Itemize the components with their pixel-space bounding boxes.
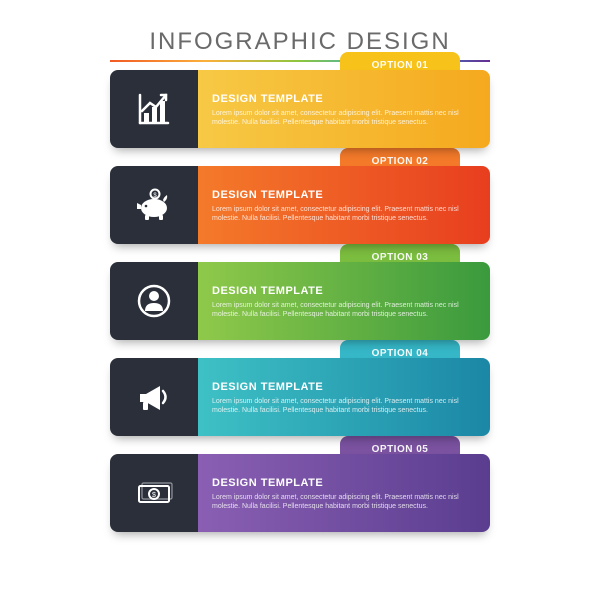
row-heading-1: DESIGN TEMPLATE bbox=[212, 93, 476, 105]
row-content-4: DESIGN TEMPLATE Lorem ipsum dolor sit ame… bbox=[198, 358, 490, 436]
row-content-5: DESIGN TEMPLATE Lorem ipsum dolor sit ame… bbox=[198, 454, 490, 532]
svg-text:$: $ bbox=[152, 492, 156, 499]
row-body-text-3: Lorem ipsum dolor sit amet, consectetur … bbox=[212, 301, 476, 320]
row-2: OPTION 02$DESIGN TEMPLATELorem ipsum dol… bbox=[110, 166, 490, 244]
row-3: OPTION 03DESIGN TEMPLATELorem ipsum dolo… bbox=[110, 262, 490, 340]
row-body-4: DESIGN TEMPLATE Lorem ipsum dolor sit ame… bbox=[110, 358, 490, 436]
megaphone-icon bbox=[110, 358, 198, 436]
person-circle-icon bbox=[110, 262, 198, 340]
row-body-5: $ DESIGN TEMPLATE Lorem ipsum dolor sit am… bbox=[110, 454, 490, 532]
row-body-text-5: Lorem ipsum dolor sit amet, consectetur … bbox=[212, 493, 476, 512]
infographic-rows: OPTION 01DESIGN TEMPLATELorem ipsum dolo… bbox=[110, 70, 490, 532]
row-content-2: DESIGN TEMPLATE Lorem ipsum dolor sit ame… bbox=[198, 166, 490, 244]
row-body-3: DESIGN TEMPLATE Lorem ipsum dolor sit ame… bbox=[110, 262, 490, 340]
row-heading-4: DESIGN TEMPLATE bbox=[212, 381, 476, 393]
row-body-text-1: Lorem ipsum dolor sit amet, consectetur … bbox=[212, 109, 476, 128]
row-body-2: $ DESIGN TEMPLATE Lorem ipsum dolor sit am… bbox=[110, 166, 490, 244]
row-content-3: DESIGN TEMPLATE Lorem ipsum dolor sit ame… bbox=[198, 262, 490, 340]
row-content-1: DESIGN TEMPLATE Lorem ipsum dolor sit ame… bbox=[198, 70, 490, 148]
growth-chart-icon bbox=[110, 70, 198, 148]
row-body-text-4: Lorem ipsum dolor sit amet, consectetur … bbox=[212, 397, 476, 416]
row-4: OPTION 04DESIGN TEMPLATELorem ipsum dolo… bbox=[110, 358, 490, 436]
money-icon: $ bbox=[110, 454, 198, 532]
row-heading-2: DESIGN TEMPLATE bbox=[212, 189, 476, 201]
row-5: OPTION 05$DESIGN TEMPLATELorem ipsum dol… bbox=[110, 454, 490, 532]
row-heading-3: DESIGN TEMPLATE bbox=[212, 285, 476, 297]
row-body-text-2: Lorem ipsum dolor sit amet, consectetur … bbox=[212, 205, 476, 224]
row-1: OPTION 01DESIGN TEMPLATELorem ipsum dolo… bbox=[110, 70, 490, 148]
row-heading-5: DESIGN TEMPLATE bbox=[212, 477, 476, 489]
piggy-bank-icon: $ bbox=[110, 166, 198, 244]
row-body-1: DESIGN TEMPLATE Lorem ipsum dolor sit ame… bbox=[110, 70, 490, 148]
